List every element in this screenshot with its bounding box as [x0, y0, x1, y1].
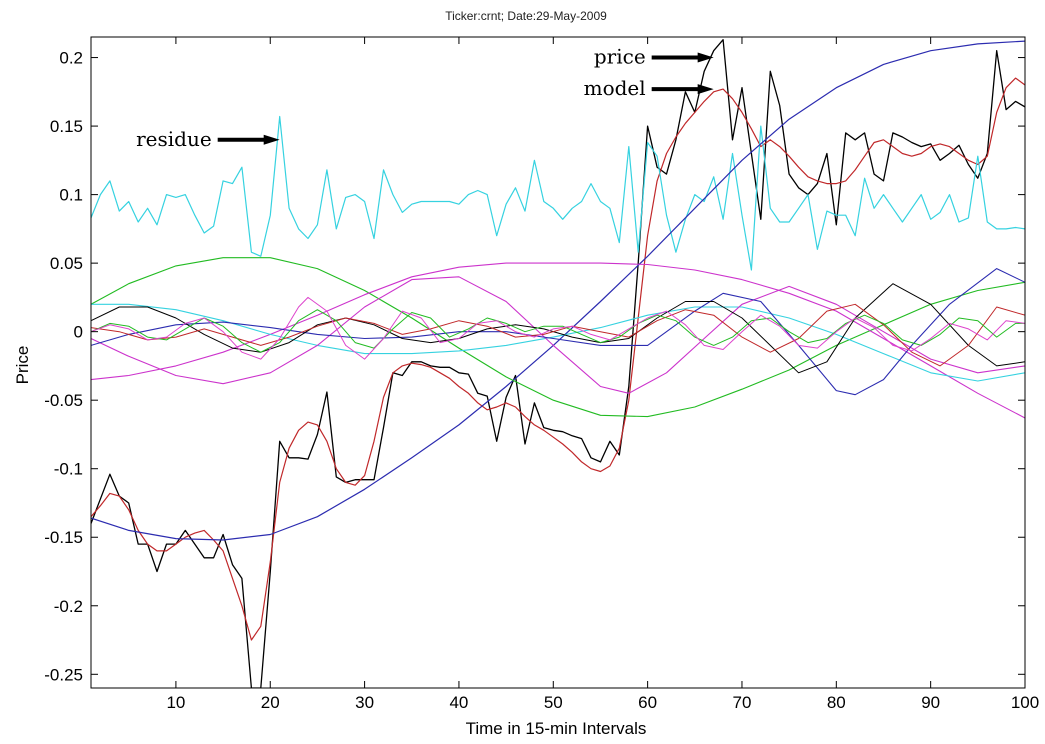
- x-tick-label: 10: [166, 693, 185, 712]
- series-line-model: [91, 77, 1025, 641]
- y-tick-label: 0: [74, 323, 83, 342]
- y-tick-label: 0.2: [59, 49, 83, 68]
- x-tick-label: 30: [355, 693, 374, 712]
- y-ticks: -0.25 -0.2 -0.15 -0.1 -0.05 0 0.05 0.1 0.15 0.2: [44, 49, 1025, 684]
- y-tick-label: 0.15: [50, 117, 83, 136]
- y-tick-label: -0.2: [54, 597, 83, 616]
- chart-title: Ticker:crnt; Date:29-May-2009: [445, 9, 607, 23]
- series-layer: [91, 39, 1025, 688]
- y-tick-label: -0.15: [44, 528, 83, 547]
- series-line-magenta-slow: [91, 262, 1025, 419]
- annotation-label-residue: residue: [136, 127, 212, 151]
- x-tick-label: 20: [261, 693, 280, 712]
- series-line-cyan-slow: [91, 303, 1025, 382]
- annotation-arrow-head: [263, 134, 280, 145]
- y-tick-label: -0.1: [54, 460, 83, 479]
- series-line-red-osc: [91, 303, 1025, 367]
- series-line-pink-osc: [91, 296, 1025, 360]
- series-line-residue: [91, 115, 1025, 271]
- series-line-blue-osc: [91, 268, 1025, 396]
- x-axis-label: Time in 15-min Intervals: [466, 719, 647, 738]
- x-tick-label: 40: [449, 693, 468, 712]
- series-line-black-osc: [91, 283, 1025, 374]
- annotation-label-model: model: [584, 76, 646, 100]
- series-line-green-osc: [91, 309, 1025, 353]
- plot-frame: [90, 36, 1026, 689]
- x-ticks: 10 20 30 40 50 60 70 80 90 100: [166, 37, 1039, 712]
- x-tick-label: 80: [827, 693, 846, 712]
- x-tick-label: 60: [638, 693, 657, 712]
- x-tick-label: 50: [544, 693, 563, 712]
- series-line-magenta-osc: [91, 276, 1025, 394]
- y-tick-label: 0.1: [59, 186, 83, 205]
- y-tick-label: -0.25: [44, 665, 83, 684]
- annotation-arrow-head: [697, 52, 714, 63]
- series-line-green-slow: [91, 257, 1025, 418]
- annotations: price model residue: [136, 45, 714, 151]
- x-tick-label: 100: [1011, 693, 1039, 712]
- annotation-arrow-head: [697, 84, 714, 95]
- x-tick-label: 90: [921, 693, 940, 712]
- y-axis-label: Price: [13, 346, 32, 385]
- x-tick-label: 70: [733, 693, 752, 712]
- y-tick-label: 0.05: [50, 254, 83, 273]
- annotation-label-price: price: [594, 45, 646, 69]
- y-tick-label: -0.05: [44, 391, 83, 410]
- series-line-price: [91, 39, 1025, 688]
